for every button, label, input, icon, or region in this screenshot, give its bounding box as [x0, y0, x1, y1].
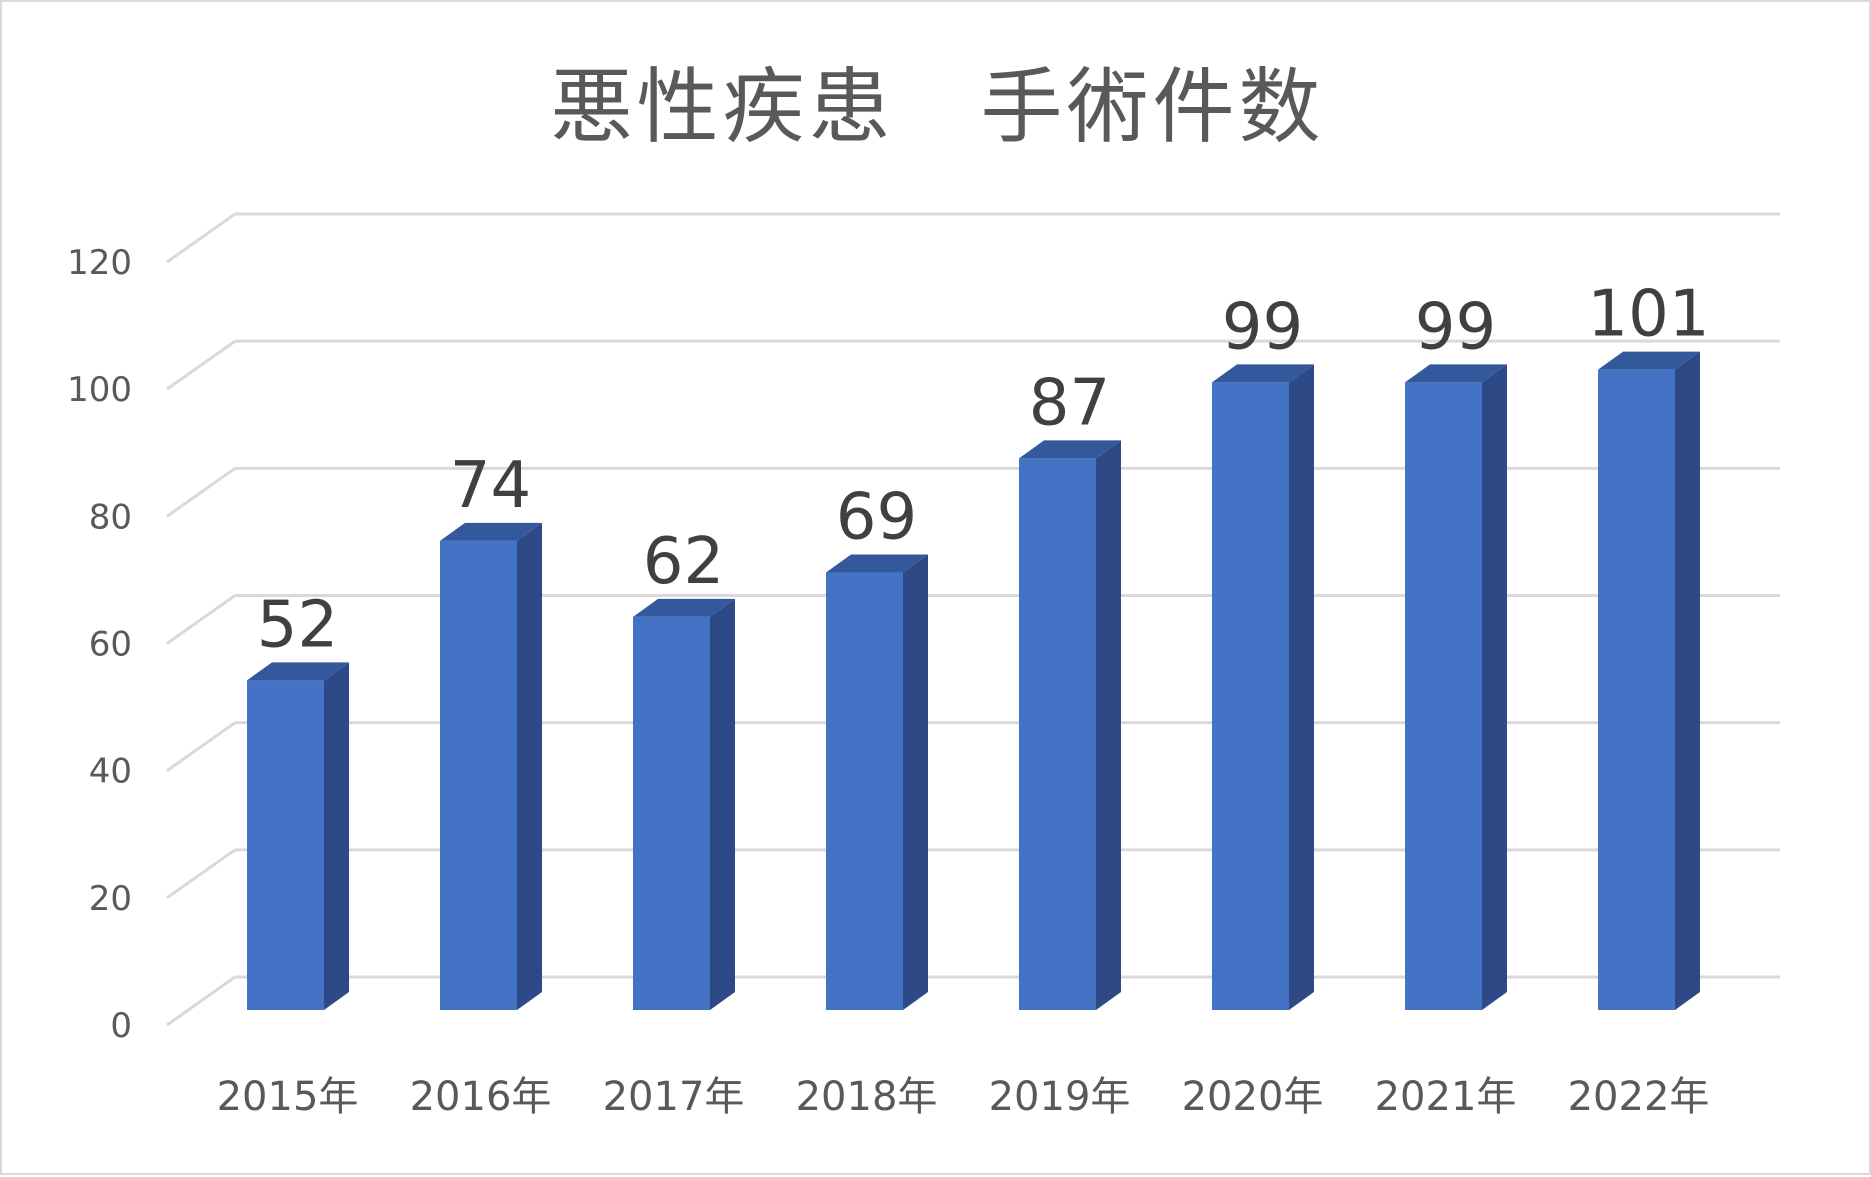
x-tick-label-5: 2020年	[1182, 1074, 1324, 1120]
bar-side-6	[1482, 364, 1507, 1011]
x-tick-label-0: 2015年	[217, 1074, 359, 1120]
bar-3	[826, 572, 903, 1010]
bar-1	[440, 540, 517, 1010]
gridline-side-40	[166, 721, 236, 772]
bar-top-3	[826, 554, 928, 573]
y-tick-label-120: 120	[67, 243, 132, 283]
y-tick-label-40: 40	[89, 752, 132, 792]
bar-top-1	[440, 522, 542, 541]
bar-7	[1598, 369, 1675, 1010]
bar-4	[1019, 458, 1096, 1010]
y-tick-label-80: 80	[89, 497, 132, 537]
bar-5	[1212, 382, 1289, 1011]
x-tick-label-2: 2017年	[603, 1074, 745, 1120]
data-label-6: 99	[1415, 290, 1496, 364]
bar-side-5	[1289, 364, 1314, 1011]
bar-top-0	[247, 662, 349, 681]
bar-top-6	[1405, 364, 1507, 383]
bar-side-0	[324, 662, 349, 1010]
bar-side-2	[710, 598, 735, 1010]
data-label-0: 52	[257, 588, 338, 662]
gridline-side-120	[166, 212, 236, 264]
y-tick-label-20: 20	[89, 879, 132, 919]
data-label-4: 87	[1029, 366, 1110, 440]
gridline-side-20	[166, 848, 236, 900]
y-tick-label-0: 0	[110, 1006, 132, 1046]
bar-top-7	[1598, 351, 1700, 370]
chart-title: 悪性疾患 手術件数	[550, 60, 1325, 155]
bar-2	[633, 616, 710, 1010]
data-label-5: 99	[1222, 290, 1303, 364]
x-tick-label-3: 2018年	[796, 1074, 938, 1120]
bar-6	[1405, 382, 1482, 1011]
bar-side-7	[1675, 351, 1700, 1010]
bar-side-1	[517, 522, 542, 1010]
x-tick-label-1: 2016年	[410, 1074, 552, 1120]
gridline-side-80	[166, 467, 236, 518]
x-tick-label-4: 2019年	[989, 1074, 1131, 1120]
bar-top-4	[1019, 440, 1121, 459]
gridline-side-0	[166, 975, 236, 1027]
y-tick-label-100: 100	[67, 370, 132, 410]
bar-0	[247, 680, 324, 1010]
x-tick-label-7: 2022年	[1568, 1074, 1710, 1120]
bar-top-5	[1212, 364, 1314, 383]
x-tick-label-6: 2021年	[1375, 1074, 1517, 1120]
bar-top-2	[633, 598, 735, 617]
data-label-3: 69	[836, 481, 917, 555]
y-tick-label-60: 60	[89, 625, 132, 665]
data-label-2: 62	[643, 525, 724, 599]
data-label-1: 74	[450, 449, 531, 523]
gridline-side-60	[166, 594, 236, 645]
gridline-side-100	[166, 339, 236, 391]
bar-side-3	[903, 554, 928, 1010]
bar-side-4	[1096, 440, 1121, 1010]
data-label-7: 101	[1587, 278, 1709, 352]
